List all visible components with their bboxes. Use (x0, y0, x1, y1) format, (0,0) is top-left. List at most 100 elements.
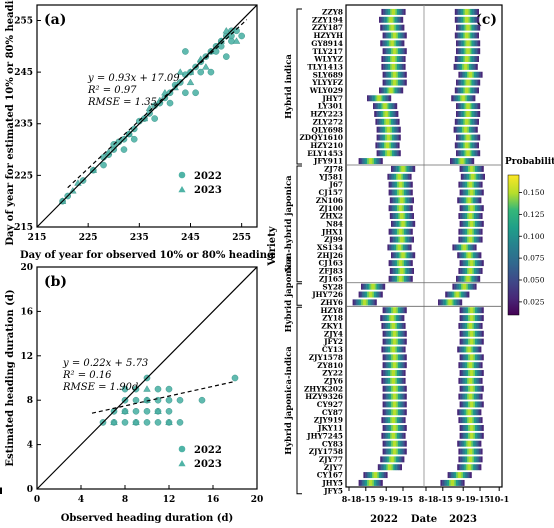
heat-cell-2023 (477, 417, 480, 424)
heat-cell-2023 (466, 330, 469, 337)
heat-cell-2023 (471, 260, 474, 267)
panel-a-ytick-label: 255 (14, 16, 33, 26)
heat-cell-2023 (460, 409, 463, 416)
heat-cell-2022 (398, 322, 401, 329)
heat-cell-2022 (389, 448, 392, 455)
heat-cell-2023 (450, 479, 453, 486)
heat-cell-2022 (387, 362, 390, 369)
heat-cell-2023 (476, 354, 479, 361)
heat-cell-2022 (399, 252, 402, 259)
heat-cell-2023 (464, 291, 466, 298)
heat-cell-2022 (392, 440, 395, 447)
heat-cell-2022 (392, 24, 395, 31)
heat-cell-2023 (475, 432, 477, 439)
heat-cell-2023 (470, 409, 473, 416)
heat-cell-2023 (477, 252, 480, 259)
heat-cell-2022 (404, 181, 406, 188)
heat-cell-2023 (461, 228, 464, 235)
heat-cell-2022 (399, 165, 402, 172)
panel-c-xtick-label: 8-1 (342, 494, 356, 504)
heat-cell-2023 (475, 87, 478, 94)
variety-label: ZHY6 (320, 298, 343, 307)
heat-cell-2022 (383, 24, 386, 31)
heat-cell-2022 (411, 165, 414, 172)
panel-a-point-2022 (120, 146, 128, 153)
heat-cell-2022 (381, 150, 384, 157)
heat-cell-2022 (390, 228, 393, 235)
heat-cell-2023 (470, 393, 473, 400)
heat-cell-2023 (465, 197, 468, 204)
variety-label: CY87 (322, 408, 343, 417)
heat-cell-2022 (380, 126, 382, 133)
heat-cell-2023 (462, 150, 465, 157)
heat-cell-2023 (476, 432, 479, 439)
heat-cell-2023 (457, 440, 460, 447)
heat-cell-2023 (471, 150, 474, 157)
heat-cell-2023 (474, 134, 477, 141)
heat-cell-2022 (388, 260, 391, 267)
heat-cell-2023 (480, 220, 483, 227)
heat-cell-2023 (481, 370, 484, 377)
variety-label: ZY18 (322, 314, 343, 323)
heat-cell-2023 (466, 16, 469, 23)
heat-cell-2023 (451, 472, 453, 479)
heat-cell-2023 (473, 134, 476, 141)
heat-cell-2022 (386, 377, 389, 384)
heat-cell-2022 (378, 472, 381, 479)
heat-cell-2023 (469, 205, 472, 212)
heat-cell-2023 (478, 236, 481, 243)
heat-cell-2023 (475, 377, 478, 384)
heat-cell-2023 (465, 32, 467, 39)
heat-cell-2022 (391, 197, 394, 204)
heat-cell-2022 (402, 456, 405, 463)
heat-cell-2022 (395, 189, 398, 196)
heat-cell-2023 (464, 283, 467, 290)
heat-cell-2023 (460, 417, 463, 424)
heat-cell-2022 (393, 267, 396, 274)
heat-cell-2022 (360, 479, 363, 486)
group-bracket (296, 283, 302, 306)
heat-cell-2022 (400, 456, 403, 463)
heat-cell-2022 (380, 87, 383, 94)
heat-cell-2023 (465, 377, 468, 384)
heat-cell-2022 (390, 103, 393, 110)
heat-cell-2022 (380, 315, 383, 322)
heat-cell-2023 (458, 87, 461, 94)
heat-cell-2023 (473, 267, 476, 274)
heat-cell-2023 (469, 110, 472, 117)
heat-cell-2023 (479, 197, 482, 204)
heat-cell-2023 (468, 150, 470, 157)
panel-c-xtick-label: 8-1 (419, 494, 433, 504)
variety-label: JFY911 (313, 157, 343, 166)
heat-cell-2022 (372, 479, 375, 486)
variety-label: ZKY1 (321, 322, 343, 331)
heat-cell-2022 (371, 472, 374, 479)
heat-cell-2022 (389, 417, 392, 424)
heat-cell-2023 (458, 16, 461, 23)
heat-cell-2022 (408, 197, 411, 204)
heat-cell-2023 (476, 464, 478, 471)
panel-a-legend-2023: 2023 (194, 185, 222, 196)
heat-cell-2023 (469, 260, 472, 267)
heat-cell-2023 (460, 299, 463, 306)
heat-cell-2022 (368, 479, 371, 486)
heat-cell-2023 (465, 228, 468, 235)
heat-cell-2022 (391, 213, 394, 220)
heat-cell-2023 (461, 142, 464, 149)
heat-cell-2023 (473, 71, 476, 78)
heat-cell-2023 (477, 456, 480, 463)
heat-cell-2022 (398, 267, 401, 274)
heat-cell-2022 (374, 299, 377, 306)
heat-cell-2022 (374, 110, 377, 117)
heat-cell-2023 (478, 228, 481, 235)
heat-cell-2022 (382, 385, 385, 392)
heat-cell-2022 (379, 87, 381, 94)
heat-cell-2022 (395, 118, 398, 125)
heat-cell-2023 (466, 150, 469, 157)
variety-label: HZYYH (313, 31, 343, 40)
heat-cell-2023 (459, 79, 462, 86)
heat-cell-2023 (475, 330, 477, 337)
heat-cell-2023 (475, 424, 477, 431)
heat-cell-2023 (481, 165, 484, 172)
heat-cell-2023 (454, 283, 457, 290)
